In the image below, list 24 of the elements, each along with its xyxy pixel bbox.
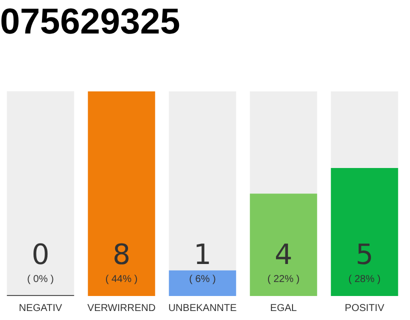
x-tick-label: NEGATIV	[18, 302, 62, 314]
bar	[88, 91, 156, 296]
data-label: 0	[32, 238, 50, 271]
bar	[6, 91, 74, 295]
bar	[250, 91, 318, 194]
chart-title: 075629325	[0, 0, 180, 42]
annotation: ( 44% )	[105, 274, 138, 285]
x-tick-label: VERWIRREND	[87, 302, 156, 314]
bar	[330, 168, 398, 296]
data-label: 8	[112, 238, 130, 271]
annotation: ( 28% )	[348, 274, 381, 285]
x-tick-label: UNBEKANNTE	[168, 302, 237, 314]
bar	[168, 270, 236, 296]
data-label: 1	[194, 238, 212, 271]
x-tick-label: EGAL	[270, 302, 298, 314]
data-label: 5	[356, 238, 374, 271]
annotation: ( 0% )	[27, 274, 54, 285]
x-tick-label: POSITIV	[344, 302, 385, 314]
annotation: ( 22% )	[267, 274, 300, 285]
bar	[330, 91, 398, 168]
bar	[168, 91, 236, 270]
bar	[250, 194, 318, 296]
annotation: ( 6% )	[189, 274, 216, 285]
data-label: 4	[274, 238, 292, 271]
